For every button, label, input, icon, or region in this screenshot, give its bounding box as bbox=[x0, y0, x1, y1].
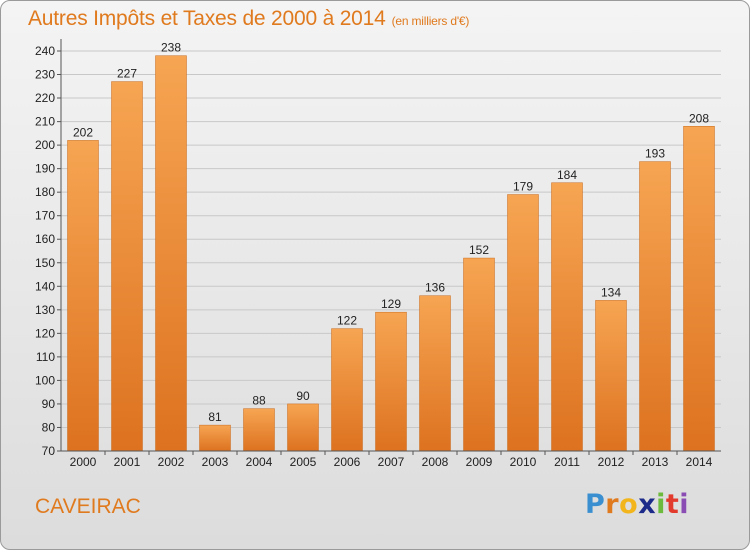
bar-2002 bbox=[155, 55, 187, 452]
x-tick-label: 2007 bbox=[378, 455, 405, 469]
bar-2013 bbox=[639, 161, 671, 452]
logo-letter: t bbox=[665, 489, 680, 520]
y-tick-label: 80 bbox=[42, 420, 56, 434]
x-tick-label: 2014 bbox=[686, 455, 713, 469]
value-label: 152 bbox=[469, 243, 489, 257]
bar-2006 bbox=[331, 328, 363, 452]
y-tick-label: 240 bbox=[35, 44, 55, 58]
bar-2008 bbox=[419, 295, 451, 452]
bar-2000 bbox=[67, 140, 99, 452]
logo-letter: o bbox=[619, 489, 639, 520]
value-label: 134 bbox=[601, 285, 621, 299]
x-tick-label: 2010 bbox=[510, 455, 537, 469]
x-tick-label: 2003 bbox=[202, 455, 229, 469]
y-tick-label: 170 bbox=[35, 209, 55, 223]
x-tick-label: 2000 bbox=[70, 455, 97, 469]
bar-2003 bbox=[199, 424, 231, 452]
x-tick-label: 2005 bbox=[290, 455, 317, 469]
x-tick-label: 2011 bbox=[554, 455, 580, 469]
y-tick-label: 210 bbox=[35, 115, 55, 129]
x-tick-label: 2004 bbox=[246, 455, 273, 469]
value-label: 179 bbox=[513, 180, 533, 194]
proxiti-logo: Proxiti bbox=[585, 489, 689, 520]
value-label: 122 bbox=[337, 314, 357, 328]
logo-letter: i bbox=[656, 489, 666, 520]
value-label: 136 bbox=[425, 281, 445, 295]
value-label: 202 bbox=[73, 125, 93, 139]
y-tick-label: 110 bbox=[36, 350, 55, 364]
y-tick-label: 220 bbox=[35, 91, 55, 105]
x-tick-label: 2002 bbox=[158, 455, 185, 469]
y-tick-label: 70 bbox=[42, 444, 56, 458]
value-label: 81 bbox=[208, 410, 222, 424]
bar-2007 bbox=[375, 311, 407, 452]
x-tick-label: 2001 bbox=[114, 455, 141, 469]
value-labels: 202 227 238 81 88 90 122 129 136 152 179 184 134 193 2… bbox=[73, 41, 709, 424]
bar-2014 bbox=[683, 126, 715, 452]
y-tick-label: 100 bbox=[35, 373, 55, 387]
chart-title: Autres Impôts et Taxes de 2000 à 2014 (en… bbox=[28, 7, 469, 31]
y-tick-label: 140 bbox=[35, 279, 55, 293]
logo-letter: r bbox=[605, 489, 620, 520]
logo-letter: P bbox=[585, 489, 606, 520]
logo-letter: i bbox=[679, 489, 690, 520]
y-tick-label: 90 bbox=[42, 397, 56, 411]
logo-letter: x bbox=[638, 489, 657, 520]
y-tick-label: 160 bbox=[35, 232, 55, 246]
chart-title-text: Autres Impôts et Taxes de 2000 à 2014 bbox=[28, 7, 386, 30]
y-tick-label: 120 bbox=[35, 326, 55, 340]
value-label: 90 bbox=[296, 389, 310, 403]
bar-2009 bbox=[463, 257, 495, 452]
bar-2005 bbox=[287, 403, 319, 452]
value-label: 88 bbox=[252, 394, 266, 408]
bar-2004 bbox=[243, 408, 275, 452]
bars bbox=[67, 55, 715, 452]
x-tick-label: 2012 bbox=[598, 455, 625, 469]
y-tick-label: 230 bbox=[35, 68, 55, 82]
x-axis: 2000 2001 2002 2003 2004 2005 2006 2007 2008 2009… bbox=[61, 450, 721, 469]
value-label: 238 bbox=[161, 41, 181, 55]
value-label: 129 bbox=[381, 297, 401, 311]
value-label: 184 bbox=[557, 168, 577, 182]
value-label: 227 bbox=[117, 67, 137, 81]
bar-2001 bbox=[111, 81, 143, 452]
x-tick-label: 2009 bbox=[466, 455, 493, 469]
bar-2010 bbox=[507, 194, 539, 452]
x-tick-label: 2013 bbox=[642, 455, 669, 469]
value-label: 193 bbox=[645, 147, 665, 161]
bar-2011 bbox=[551, 182, 583, 452]
y-tick-label: 190 bbox=[35, 162, 55, 176]
value-label: 208 bbox=[689, 111, 709, 125]
y-tick-label: 130 bbox=[35, 303, 55, 317]
y-tick-label: 180 bbox=[35, 185, 55, 199]
y-axis: 70 80 90 100 110 120 130 140 150 160 170 180 190 200 2… bbox=[35, 39, 62, 458]
chart-subtitle: (en milliers d'€) bbox=[391, 14, 470, 28]
bar-2012 bbox=[595, 300, 627, 452]
x-tick-label: 2006 bbox=[334, 455, 361, 469]
y-tick-label: 200 bbox=[35, 138, 55, 152]
y-tick-label: 150 bbox=[35, 256, 55, 270]
place-name: CAVEIRAC bbox=[35, 495, 141, 518]
x-tick-label: 2008 bbox=[422, 455, 449, 469]
